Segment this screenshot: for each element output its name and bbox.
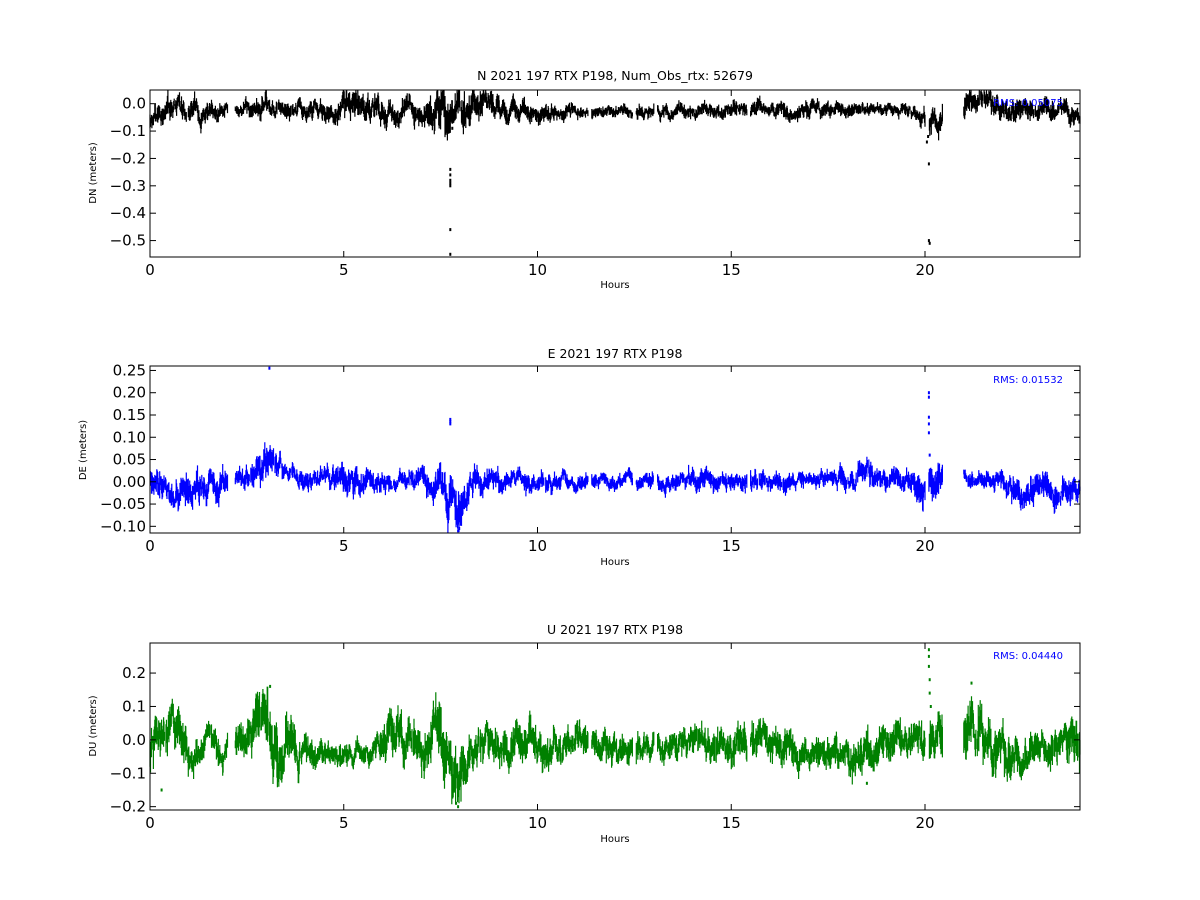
panel-e-outlier-point bbox=[927, 391, 930, 395]
panel-n-rms-annotation: RMS: 0.05075 bbox=[993, 98, 1063, 109]
panel-n-outlier-point bbox=[449, 252, 452, 256]
panel-u-outlier-point bbox=[865, 781, 868, 785]
panel-n-y-tick-label: −0.5 bbox=[110, 232, 146, 250]
panel-u-y-tick-label: −0.2 bbox=[110, 798, 146, 816]
panel-n-y-label: DN (meters) bbox=[88, 142, 99, 204]
panel-u-y-tick-label: 0.1 bbox=[122, 697, 146, 715]
panel-e-x-tick-label: 15 bbox=[722, 537, 741, 555]
panel-n-y-ticks: 0.0 −0.1 −0.2 −0.3 −0.4 −0.5 bbox=[110, 95, 1080, 250]
panel-u-x-label: Hours bbox=[600, 834, 629, 845]
panel-e-x-tick-label: 10 bbox=[528, 537, 547, 555]
panel-u-y-tick-label: 0.0 bbox=[122, 731, 146, 749]
panel-u-x-tick-label: 10 bbox=[528, 814, 547, 832]
panel-n-title: N 2021 197 RTX P198, Num_Obs_rtx: 52679 bbox=[477, 68, 753, 83]
panel-u-outlier-point bbox=[928, 678, 931, 682]
panel-e-y-tick-label: 0.20 bbox=[113, 384, 146, 402]
panel-n-x-tick-label: 5 bbox=[339, 261, 349, 279]
panel-u-y-tick-label: −0.1 bbox=[110, 764, 146, 782]
panel-u: U 2021 197 RTX P198 0 5 10 15 20 0.2 0.1 0.0 −0… bbox=[88, 622, 1081, 845]
panel-n-x-ticks: 0 5 10 15 20 bbox=[145, 90, 935, 279]
panel-n-outlier-point bbox=[449, 173, 452, 177]
panel-n-outlier-point bbox=[927, 162, 930, 166]
panel-n-x-tick-label: 0 bbox=[145, 261, 155, 279]
panel-n-outlier-point bbox=[449, 178, 452, 182]
panel-u-y-ticks: 0.2 0.1 0.0 −0.1 −0.2 bbox=[110, 664, 1080, 816]
panel-u-y-tick-label: 0.2 bbox=[122, 664, 146, 682]
panel-n-x-tick-label: 10 bbox=[528, 261, 547, 279]
panel-u-rms-annotation: RMS: 0.04440 bbox=[993, 651, 1063, 662]
panel-e-rms-annotation: RMS: 0.01532 bbox=[993, 375, 1063, 386]
panel-e-outlier-point bbox=[449, 422, 452, 426]
panel-e-frame bbox=[149, 365, 1081, 534]
panel-n-outlier-point bbox=[927, 135, 930, 138]
panel-u-y-label: DU (meters) bbox=[88, 695, 99, 756]
panel-n-outlier-point bbox=[449, 184, 452, 188]
panel-n-y-tick-label: −0.2 bbox=[110, 149, 146, 167]
panel-n-outlier-point bbox=[447, 129, 450, 133]
panel-u-outlier-point bbox=[970, 681, 973, 685]
panel-n-outlier-point bbox=[451, 126, 454, 130]
panel-e-outlier-point bbox=[268, 366, 271, 370]
panel-e-y-ticks: 0.25 0.20 0.15 0.10 0.05 0.00 −0.05 −0.10 bbox=[100, 361, 1080, 535]
panel-u-x-tick-label: 0 bbox=[145, 814, 155, 832]
panel-n: N 2021 197 RTX P198, Num_Obs_rtx: 52679 … bbox=[88, 68, 1081, 291]
panel-u-x-ticks: 0 5 10 15 20 bbox=[145, 643, 935, 832]
panel-n-outlier-point bbox=[927, 239, 930, 243]
panel-e: E 2021 197 RTX P198 0 5 10 15 20 0.25 0.20 0.1… bbox=[78, 346, 1081, 568]
panel-u-outlier-point bbox=[927, 648, 930, 652]
panel-n-frame bbox=[149, 89, 1081, 258]
panel-n-x-tick-label: 20 bbox=[915, 261, 934, 279]
panel-n-y-tick-label: −0.4 bbox=[110, 204, 146, 222]
panel-e-y-label: DE (meters) bbox=[78, 420, 89, 480]
panel-u-outlier-point bbox=[927, 654, 930, 658]
panel-e-outlier-point bbox=[457, 529, 460, 533]
panel-u-outlier-point bbox=[457, 805, 460, 809]
panel-n-outlier-point bbox=[925, 140, 928, 144]
panel-e-y-tick-label: 0.10 bbox=[113, 428, 146, 446]
panel-e-outlier-point bbox=[927, 422, 930, 426]
panel-u-x-tick-label: 5 bbox=[339, 814, 349, 832]
panel-n-outlier-point bbox=[449, 181, 452, 185]
panel-u-title: U 2021 197 RTX P198 bbox=[547, 622, 683, 637]
panel-n-outlier-point bbox=[928, 241, 931, 245]
panel-u-outlier-point bbox=[927, 664, 930, 668]
panel-e-y-tick-label: −0.05 bbox=[100, 495, 146, 513]
panel-u-frame bbox=[149, 642, 1081, 811]
panel-u-x-tick-label: 15 bbox=[722, 814, 741, 832]
panel-e-title: E 2021 197 RTX P198 bbox=[548, 346, 683, 361]
panel-n-y-tick-label: 0.0 bbox=[122, 95, 146, 113]
panel-e-x-label: Hours bbox=[600, 557, 629, 568]
panel-u-outlier-point bbox=[160, 788, 163, 792]
panel-e-y-tick-label: −0.10 bbox=[100, 517, 146, 535]
panel-u-outlier-point bbox=[928, 691, 931, 695]
panel-u-x-tick-label: 20 bbox=[915, 814, 934, 832]
panel-e-x-ticks: 0 5 10 15 20 bbox=[145, 366, 935, 555]
panel-n-x-label: Hours bbox=[600, 280, 629, 291]
panel-e-y-tick-label: 0.00 bbox=[113, 473, 146, 491]
panel-e-y-tick-label: 0.15 bbox=[113, 406, 146, 424]
panel-e-x-tick-label: 0 bbox=[145, 537, 155, 555]
panel-n-y-tick-label: −0.1 bbox=[110, 122, 146, 140]
panel-e-outlier-point bbox=[449, 417, 452, 421]
panel-e-outlier-point bbox=[449, 420, 452, 424]
panel-u-outlier-point bbox=[269, 684, 272, 688]
panel-e-outlier-point bbox=[458, 527, 461, 530]
panel-n-x-tick-label: 15 bbox=[722, 261, 741, 279]
panel-n-outlier-point bbox=[449, 228, 452, 232]
panel-n-y-tick-label: −0.3 bbox=[110, 177, 146, 195]
panel-e-y-tick-label: 0.25 bbox=[113, 361, 146, 379]
panel-u-outlier-point bbox=[455, 801, 458, 805]
panel-e-x-tick-label: 20 bbox=[915, 537, 934, 555]
panel-e-outlier-point bbox=[927, 415, 930, 419]
panel-e-outlier-point bbox=[927, 431, 930, 435]
panel-e-y-tick-label: 0.05 bbox=[113, 451, 146, 469]
panel-e-outlier-point bbox=[927, 395, 930, 399]
panel-n-outlier-point bbox=[449, 167, 452, 171]
panel-e-x-tick-label: 5 bbox=[339, 537, 349, 555]
panel-e-outlier-point bbox=[928, 453, 931, 457]
panel-u-outlier-point bbox=[929, 705, 932, 708]
